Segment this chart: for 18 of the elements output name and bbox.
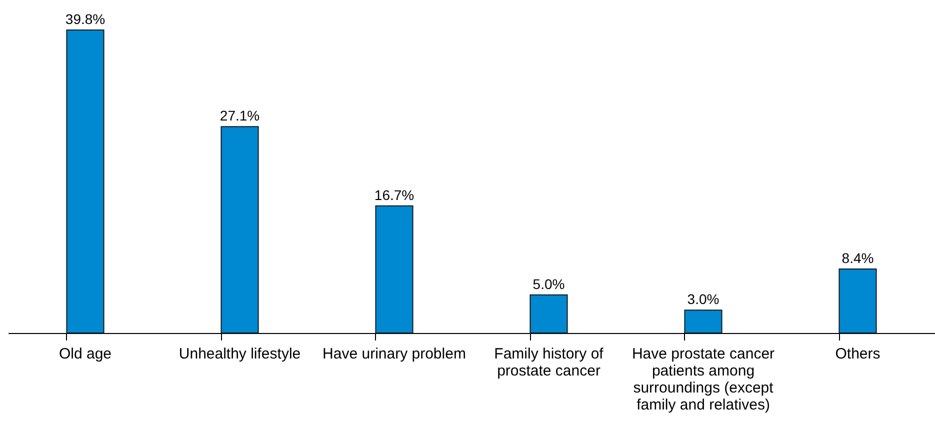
data-label: 5.0% [532, 276, 565, 292]
bar [66, 30, 104, 334]
x-tick-label: Old age [58, 346, 112, 362]
bar [530, 294, 568, 334]
bar [220, 126, 259, 334]
data-label: 39.8% [65, 11, 106, 27]
bar [684, 310, 722, 334]
x-tick-label: Have urinary problem [322, 346, 466, 362]
x-tick-label: Family history of prostate cancer [494, 346, 604, 380]
x-tick-label: Others [835, 346, 880, 362]
x-tick-label: Have prostate cancer patients among surroundings (except family and relatives) [632, 346, 775, 414]
bar [375, 205, 414, 334]
bar [838, 268, 877, 334]
x-tick-label: Unhealthy lifestyle [178, 346, 301, 362]
data-label: 8.4% [842, 250, 874, 266]
data-label: 3.0% [687, 291, 720, 308]
data-label: 27.1% [220, 108, 260, 124]
data-label: 16.7% [374, 186, 414, 203]
